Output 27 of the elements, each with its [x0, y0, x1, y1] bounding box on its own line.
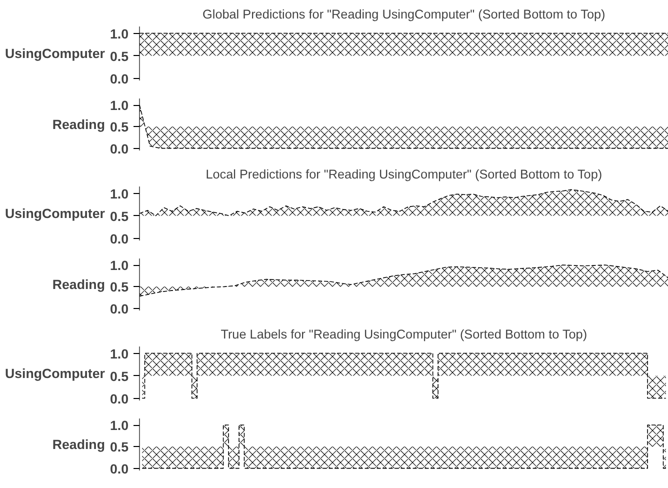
- chart-title: True Labels for "Reading UsingComputer" (Sorted Bottom to Top): [220, 328, 588, 342]
- y-tick-label: 0.5: [110, 48, 130, 64]
- y-tick-label: 0.5: [110, 120, 130, 135]
- chart-title: Local Predictions for "Reading UsingComputer" (Sorted Bottom to Top): [206, 168, 602, 182]
- y-axis-title: UsingComputer: [5, 206, 105, 221]
- y-tick-label: 0.0: [110, 301, 129, 316]
- y-axis-title: Reading: [52, 437, 105, 452]
- y-axis-title: UsingComputer: [5, 46, 105, 61]
- y-tick-label: 0.0: [110, 71, 129, 86]
- y-axis-title: UsingComputer: [5, 366, 105, 381]
- y-tick-label: 0.0: [110, 141, 129, 156]
- y-tick-label: 1.0: [110, 186, 129, 202]
- y-tick-label: 0.0: [110, 391, 129, 406]
- chart-title: Global Predictions for "Reading UsingComputer" (Sorted Bottom to Top): [202, 8, 606, 22]
- y-tick-label: 0.5: [110, 208, 130, 224]
- y-tick-label: 1.0: [110, 258, 129, 273]
- y-tick-label: 0.0: [110, 461, 129, 476]
- y-tick-label: 1.0: [110, 98, 129, 113]
- y-axis-title: Reading: [52, 277, 105, 292]
- y-tick-label: 0.0: [110, 231, 129, 246]
- y-tick-label: 1.0: [110, 346, 129, 362]
- y-tick-label: 1.0: [110, 418, 129, 433]
- y-tick-label: 0.5: [110, 368, 130, 384]
- y-tick-label: 0.5: [110, 280, 130, 295]
- y-tick-label: 1.0: [110, 26, 129, 42]
- y-axis-title: Reading: [52, 117, 105, 132]
- y-tick-label: 0.5: [110, 440, 130, 455]
